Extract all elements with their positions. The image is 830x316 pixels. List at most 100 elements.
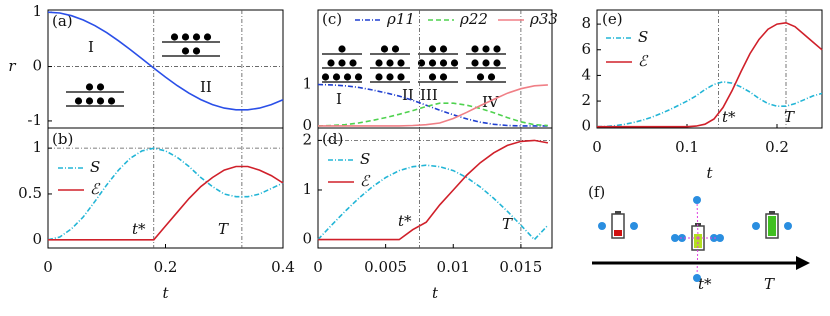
y-tick-label: 1 xyxy=(32,2,42,20)
annotation: IV xyxy=(482,93,500,111)
particle xyxy=(391,45,400,53)
annotation: t* xyxy=(722,108,736,126)
data-line xyxy=(317,83,548,127)
annotation: II xyxy=(200,78,212,96)
y-tick-label: 0 xyxy=(302,116,312,134)
data-line xyxy=(317,164,549,241)
particle xyxy=(354,73,363,81)
legend-label: ρ22 xyxy=(459,10,488,28)
particle xyxy=(397,59,405,67)
t-label: T xyxy=(764,275,775,293)
x-tick-label: 0.005 xyxy=(364,258,407,276)
particle xyxy=(487,73,496,81)
plot-frame xyxy=(47,127,284,249)
legend-label: S xyxy=(360,150,370,168)
coupling xyxy=(696,237,699,279)
panel-label: (e) xyxy=(602,10,623,28)
particle xyxy=(428,45,437,53)
x-tick-label: 0 xyxy=(313,258,323,276)
decorations xyxy=(66,33,792,282)
spin xyxy=(784,222,792,230)
data-line xyxy=(597,21,823,128)
particle xyxy=(482,59,490,67)
spin xyxy=(630,222,638,230)
particle xyxy=(192,33,201,41)
particle xyxy=(397,73,405,81)
legend-label: S xyxy=(638,28,648,46)
y-tick-label: 1 xyxy=(32,138,42,156)
x-tick-label: 0.2 xyxy=(154,258,178,276)
annotation: II xyxy=(402,86,414,104)
particle xyxy=(343,73,352,81)
spin xyxy=(598,222,606,230)
data-line xyxy=(47,11,284,111)
arrow-head xyxy=(796,256,810,270)
data-line xyxy=(318,139,549,241)
data-line xyxy=(318,84,548,127)
y-tick-label: 1 xyxy=(302,75,312,93)
y-tick-label: -1 xyxy=(27,111,42,129)
plot-frame xyxy=(317,9,553,129)
x-axis-label: t xyxy=(706,164,713,182)
spin xyxy=(671,234,679,242)
particle xyxy=(332,73,341,81)
y-tick-label: 8 xyxy=(581,14,591,32)
particle xyxy=(493,45,501,53)
annotation: t* xyxy=(132,220,146,238)
x-tick-label: 0.01 xyxy=(437,258,470,276)
x-axis-label: t xyxy=(162,284,169,302)
spin xyxy=(693,274,701,282)
battery-charge xyxy=(768,216,776,236)
particle xyxy=(428,59,437,67)
particle xyxy=(321,73,330,81)
particle xyxy=(439,73,448,81)
particle xyxy=(96,97,105,105)
annotation: III xyxy=(420,86,438,104)
particle xyxy=(338,59,346,67)
particle xyxy=(349,59,357,67)
particle xyxy=(380,45,389,53)
y-tick-label: 4 xyxy=(581,65,591,83)
battery-cap xyxy=(769,211,775,214)
y-tick-label: 6 xyxy=(581,40,591,58)
y-tick-label: 0 xyxy=(581,117,591,135)
annotation: T xyxy=(218,220,229,238)
t-star-label: t* xyxy=(698,275,712,293)
x-tick-label: 0.1 xyxy=(675,138,699,156)
particle xyxy=(482,45,490,53)
particle xyxy=(192,47,201,55)
y-tick-label: 0.5 xyxy=(18,184,42,202)
particle xyxy=(471,59,479,67)
particle xyxy=(170,33,179,41)
battery-charge xyxy=(614,230,622,236)
legend-label: ℰ xyxy=(638,52,649,70)
legend-label: ℰ xyxy=(360,172,371,190)
particle xyxy=(439,59,448,67)
particle xyxy=(428,73,437,81)
particle xyxy=(327,59,335,67)
spin xyxy=(693,196,701,204)
plot-frame xyxy=(596,9,823,129)
panel-label: (d) xyxy=(322,130,343,148)
particle xyxy=(439,45,448,53)
y-axis-label: r xyxy=(8,57,16,75)
particle xyxy=(386,59,394,67)
y-tick-label: 2 xyxy=(581,91,591,109)
particle xyxy=(375,73,383,81)
data-line xyxy=(317,102,548,127)
data-line xyxy=(596,80,823,128)
y-tick-label: 2 xyxy=(302,130,312,148)
particle xyxy=(375,59,383,67)
annotation: I xyxy=(336,90,342,108)
annotation: T xyxy=(784,108,795,126)
spin xyxy=(752,222,760,230)
battery-cap xyxy=(615,211,621,214)
particle xyxy=(386,73,394,81)
particle xyxy=(107,97,116,105)
x-tick-label: 0.2 xyxy=(765,138,789,156)
particle xyxy=(493,59,501,67)
data-line xyxy=(48,165,284,241)
x-tick-label: 0.4 xyxy=(271,258,295,276)
x-tick-label: 0.015 xyxy=(499,258,542,276)
